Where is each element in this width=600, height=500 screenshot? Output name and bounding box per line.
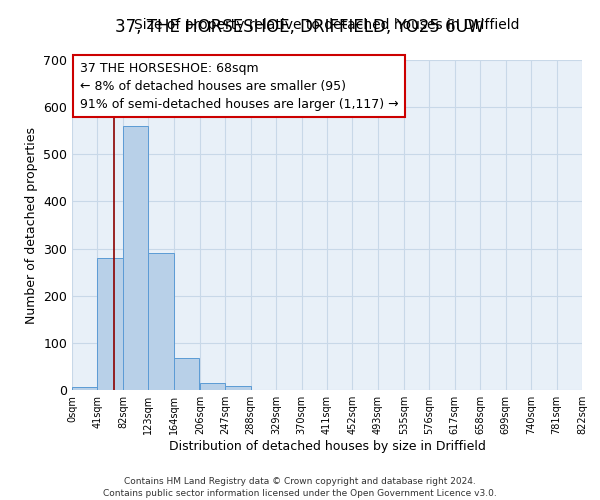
Bar xyxy=(97,258,123,390)
Y-axis label: Number of detached properties: Number of detached properties xyxy=(25,126,38,324)
X-axis label: Distribution of detached houses by size in Driffield: Distribution of detached houses by size … xyxy=(169,440,485,453)
Bar xyxy=(148,254,174,390)
Bar xyxy=(174,358,199,390)
Text: 37 THE HORSESHOE: 68sqm
← 8% of detached houses are smaller (95)
91% of semi-det: 37 THE HORSESHOE: 68sqm ← 8% of detached… xyxy=(80,62,398,110)
Text: 37, THE HORSESHOE, DRIFFIELD, YO25 6UW: 37, THE HORSESHOE, DRIFFIELD, YO25 6UW xyxy=(115,18,485,36)
Bar xyxy=(72,386,97,390)
Text: Contains HM Land Registry data © Crown copyright and database right 2024.
Contai: Contains HM Land Registry data © Crown c… xyxy=(103,476,497,498)
Title: Size of property relative to detached houses in Driffield: Size of property relative to detached ho… xyxy=(134,18,520,32)
Bar xyxy=(200,384,225,390)
Bar xyxy=(123,126,148,390)
Bar xyxy=(225,386,251,390)
